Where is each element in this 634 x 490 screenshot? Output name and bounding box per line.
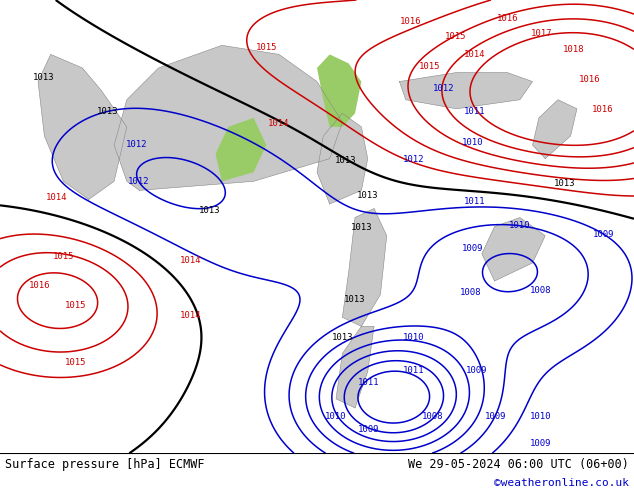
Text: ©weatheronline.co.uk: ©weatheronline.co.uk	[494, 478, 629, 489]
Text: 1013: 1013	[198, 206, 220, 215]
Text: We 29-05-2024 06:00 UTC (06+00): We 29-05-2024 06:00 UTC (06+00)	[408, 458, 629, 471]
Text: 1010: 1010	[529, 412, 551, 420]
Text: 1014: 1014	[463, 50, 485, 59]
Polygon shape	[216, 118, 266, 181]
Text: 1010: 1010	[403, 333, 424, 342]
Text: 1009: 1009	[358, 425, 380, 434]
Text: 1016: 1016	[496, 14, 518, 23]
Text: 1013: 1013	[344, 294, 366, 304]
Text: 1018: 1018	[563, 46, 585, 54]
Text: 1009: 1009	[593, 230, 614, 239]
Text: 1015: 1015	[53, 251, 74, 261]
Polygon shape	[38, 54, 127, 199]
Text: 1009: 1009	[529, 439, 551, 448]
Text: 1016: 1016	[29, 281, 50, 290]
Text: 1010: 1010	[325, 412, 347, 420]
Text: 1009: 1009	[466, 366, 488, 375]
Text: 1009: 1009	[462, 244, 483, 253]
Polygon shape	[399, 73, 533, 109]
Text: 1012: 1012	[126, 140, 147, 148]
Text: 1011: 1011	[463, 106, 485, 116]
Text: 1013: 1013	[97, 106, 119, 116]
Text: 1009: 1009	[485, 412, 507, 420]
Text: 1014: 1014	[179, 311, 201, 319]
Text: 1015: 1015	[256, 43, 277, 52]
Text: 1010: 1010	[509, 221, 531, 230]
Text: 1011: 1011	[358, 378, 380, 388]
Text: 1008: 1008	[422, 412, 443, 420]
Text: 1012: 1012	[127, 177, 149, 186]
Polygon shape	[317, 54, 361, 127]
Text: 1016: 1016	[400, 17, 422, 26]
Text: Surface pressure [hPa] ECMWF: Surface pressure [hPa] ECMWF	[5, 458, 205, 471]
Text: 1014: 1014	[268, 119, 290, 128]
Text: 1013: 1013	[32, 73, 54, 81]
Text: 1016: 1016	[592, 105, 613, 114]
Polygon shape	[482, 218, 545, 281]
Text: 1013: 1013	[332, 333, 353, 342]
Text: 1008: 1008	[529, 287, 551, 295]
Text: 1012: 1012	[403, 155, 424, 164]
Polygon shape	[342, 209, 387, 326]
Text: 1013: 1013	[351, 223, 372, 232]
Text: 1015: 1015	[65, 301, 87, 311]
Polygon shape	[114, 46, 342, 191]
Polygon shape	[336, 326, 374, 408]
Text: 1008: 1008	[460, 288, 481, 297]
Polygon shape	[317, 113, 368, 204]
Text: 1014: 1014	[179, 256, 201, 265]
Text: 1015: 1015	[65, 358, 87, 367]
Text: 1015: 1015	[419, 62, 441, 71]
Text: 1011: 1011	[463, 197, 485, 206]
Text: 1010: 1010	[462, 138, 483, 147]
Text: 1013: 1013	[335, 156, 356, 166]
Text: 1013: 1013	[553, 179, 575, 188]
Text: 1015: 1015	[444, 32, 466, 41]
Polygon shape	[533, 99, 577, 159]
Text: 1016: 1016	[579, 75, 600, 84]
Text: 1011: 1011	[403, 366, 424, 375]
Text: 1013: 1013	[357, 191, 378, 200]
Text: 1017: 1017	[531, 29, 553, 39]
Text: 1012: 1012	[433, 84, 455, 93]
Text: 1014: 1014	[46, 193, 68, 202]
